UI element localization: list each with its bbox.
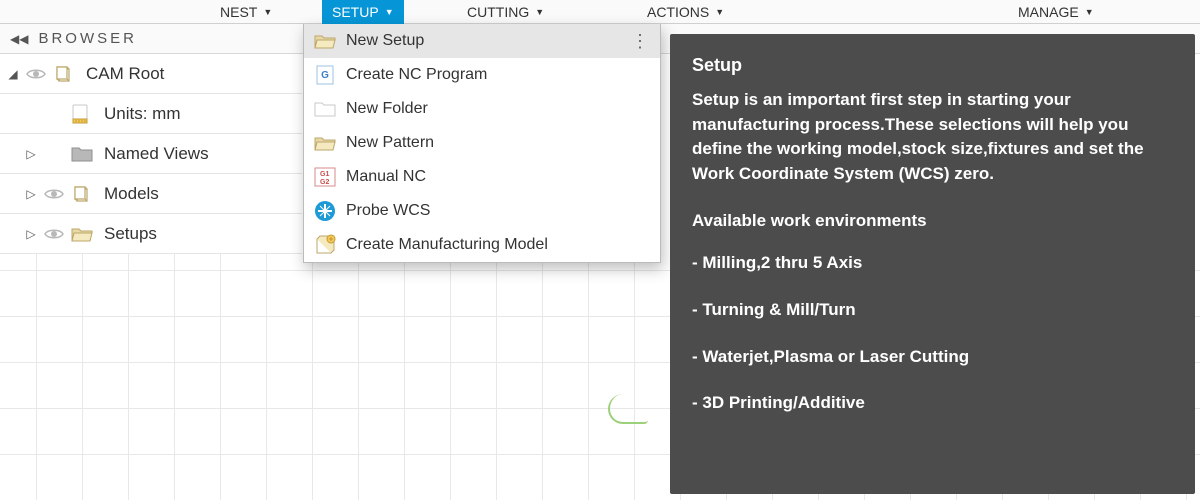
chevron-down-icon: ▼ [715,7,724,17]
chevron-down-icon: ▼ [263,7,272,17]
tooltip-item: - Milling,2 thru 5 Axis [692,251,1173,276]
ruler-icon [70,102,94,126]
menu-item-probe-wcs[interactable]: Probe WCS [304,194,660,228]
menu-item-new-pattern[interactable]: New Pattern [304,126,660,160]
chevron-down-icon: ▼ [385,7,394,17]
menu-item-label: New Setup [346,32,424,50]
menu-label: MANAGE [1018,4,1079,20]
tree-label: Setups [104,224,302,244]
visibility-eye-icon[interactable] [44,187,66,201]
visibility-eye-icon[interactable] [26,67,48,81]
canvas-curve [608,394,648,424]
tree-label: Named Views [104,144,302,164]
menu-item-create-nc-program[interactable]: G Create NC Program [304,58,660,92]
visibility-eye-icon[interactable] [44,227,66,241]
menu-setup[interactable]: SETUP ▼ [322,0,404,24]
tree-row[interactable]: Units: mm [0,94,302,134]
browser-title: BROWSER [38,30,137,47]
menu-item-label: Create Manufacturing Model [346,236,548,254]
menu-item-label: Manual NC [346,168,426,186]
menu-actions[interactable]: ACTIONS ▼ [637,0,734,24]
tooltip-title: Setup [692,52,1173,78]
expander-icon[interactable]: ▷ [22,147,40,161]
menu-cutting[interactable]: CUTTING ▼ [457,0,554,24]
menu-item-label: Create NC Program [346,66,487,84]
tooltip-subtitle: Available work environments [692,209,1173,234]
menu-item-manual-nc[interactable]: G1G2 Manual NC [304,160,660,194]
mfg-model-icon [314,234,336,256]
probe-icon [314,200,336,222]
collapse-icon[interactable]: ◀◀ [10,32,28,46]
tree-label: CAM Root [86,64,302,84]
folder-gray-icon [70,142,94,166]
tree-row[interactable]: ◢ CAM Root [0,54,302,94]
expander-icon[interactable]: ▷ [22,187,40,201]
g1g2-icon: G1G2 [314,166,336,188]
tooltip-item: - Waterjet,Plasma or Laser Cutting [692,345,1173,370]
tree-label: Units: mm [104,104,302,124]
menu-label: NEST [220,4,257,20]
g-doc-icon: G [314,64,336,86]
menu-item-new-setup[interactable]: New Setup ⋮ [304,24,660,58]
browser-tree: ◢ CAM Root Units: mm ▷ Named Views ▷ Models ▷ Se… [0,54,302,254]
cube-icon [52,62,76,86]
svg-text:G2: G2 [320,179,329,186]
menu-item-create-manufacturing-model[interactable]: Create Manufacturing Model [304,228,660,262]
menu-item-label: New Pattern [346,134,434,152]
svg-text:G: G [321,70,329,81]
folder-open-icon [314,132,336,154]
menu-manage[interactable]: MANAGE ▼ [1008,0,1104,24]
menu-item-label: Probe WCS [346,202,430,220]
kebab-icon[interactable]: ⋮ [631,31,650,52]
cube-icon [70,182,94,206]
tree-row[interactable]: ▷ Named Views [0,134,302,174]
tooltip-body: Setup is an important first step in star… [692,88,1173,187]
tooltip-item: - 3D Printing/Additive [692,391,1173,416]
tree-label: Models [104,184,302,204]
expander-icon[interactable]: ▷ [22,227,40,241]
tree-row[interactable]: ▷ Models [0,174,302,214]
menu-item-label: New Folder [346,100,428,118]
folder-open-icon [70,222,94,246]
setup-dropdown: New Setup ⋮ G Create NC Program New Folder Ne… [303,24,661,263]
chevron-down-icon: ▼ [535,7,544,17]
svg-text:G1: G1 [320,171,329,178]
menu-item-new-folder[interactable]: New Folder [304,92,660,126]
menu-nest[interactable]: NEST ▼ [210,0,282,24]
expander-icon[interactable]: ◢ [4,67,22,81]
tooltip-item: - Turning & Mill/Turn [692,298,1173,323]
menu-label: CUTTING [467,4,529,20]
tree-row[interactable]: ▷ Setups [0,214,302,254]
folder-new-icon [314,98,336,120]
menubar: NEST ▼ SETUP ▼ CUTTING ▼ ACTIONS ▼ MANAGE ▼ [0,0,1200,24]
menu-label: ACTIONS [647,4,709,20]
folder-open-star-icon [314,30,336,52]
chevron-down-icon: ▼ [1085,7,1094,17]
menu-label: SETUP [332,4,379,20]
tooltip-panel: Setup Setup is an important first step i… [670,34,1195,494]
